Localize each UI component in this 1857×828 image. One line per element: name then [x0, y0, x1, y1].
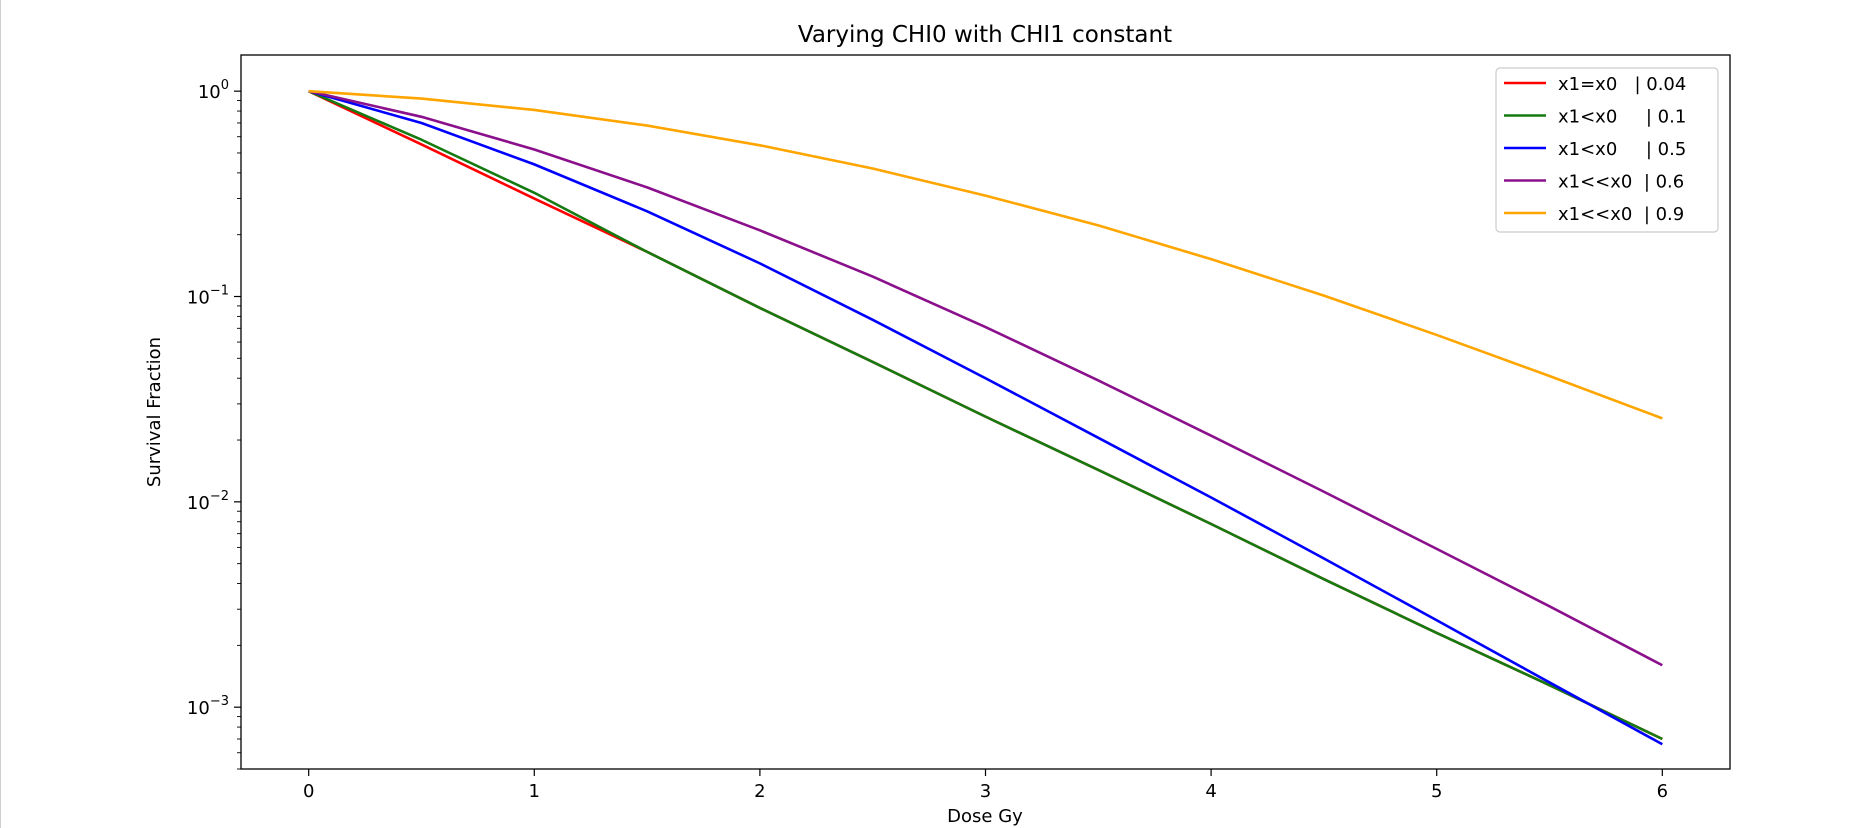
y-tick-label: 10−3: [187, 694, 229, 719]
legend: x1=x0 | 0.04 x1<x0 | 0.1 x1<x0 | 0.5 x1<<x0…: [1495, 67, 1719, 233]
y-axis-label: Survival Fraction: [144, 337, 165, 487]
x-tick-label: 1: [529, 781, 540, 802]
plot-area: 0 1 2 3 4 5 6 100 10−1 10−2 10−3: [187, 54, 1731, 802]
x-tick-label: 5: [1431, 781, 1442, 802]
series-line-3: [308, 89, 1663, 746]
y-tick-label: 10−2: [187, 489, 229, 514]
legend-entry-2: x1<x0 | 0.1: [1558, 107, 1686, 128]
series-line-5: [308, 89, 1663, 420]
x-tick-label: 2: [754, 781, 765, 802]
series-line-4: [308, 89, 1663, 667]
legend-entry-1: x1=x0 | 0.04: [1558, 74, 1686, 95]
x-axis-label: Dose Gy: [947, 806, 1023, 827]
y-tick-label: 100: [198, 78, 229, 103]
y-tick-label: 10−1: [187, 284, 229, 309]
legend-entry-4: x1<<x0 | 0.6: [1558, 172, 1684, 193]
series-line-1: [308, 89, 1663, 741]
x-tick-label: 6: [1657, 781, 1668, 802]
chart-title: Varying CHI0 with CHI1 constant: [798, 22, 1172, 48]
legend-entry-3: x1<x0 | 0.5: [1558, 139, 1686, 160]
legend-box: [1495, 67, 1719, 233]
x-tick-label: 4: [1205, 781, 1216, 802]
legend-entry-5: x1<<x0 | 0.9: [1558, 204, 1684, 225]
window-edge: [0, 0, 1, 828]
x-tick-label: 3: [980, 781, 991, 802]
series-line-2: [308, 89, 1663, 741]
x-tick-label: 0: [303, 781, 314, 802]
